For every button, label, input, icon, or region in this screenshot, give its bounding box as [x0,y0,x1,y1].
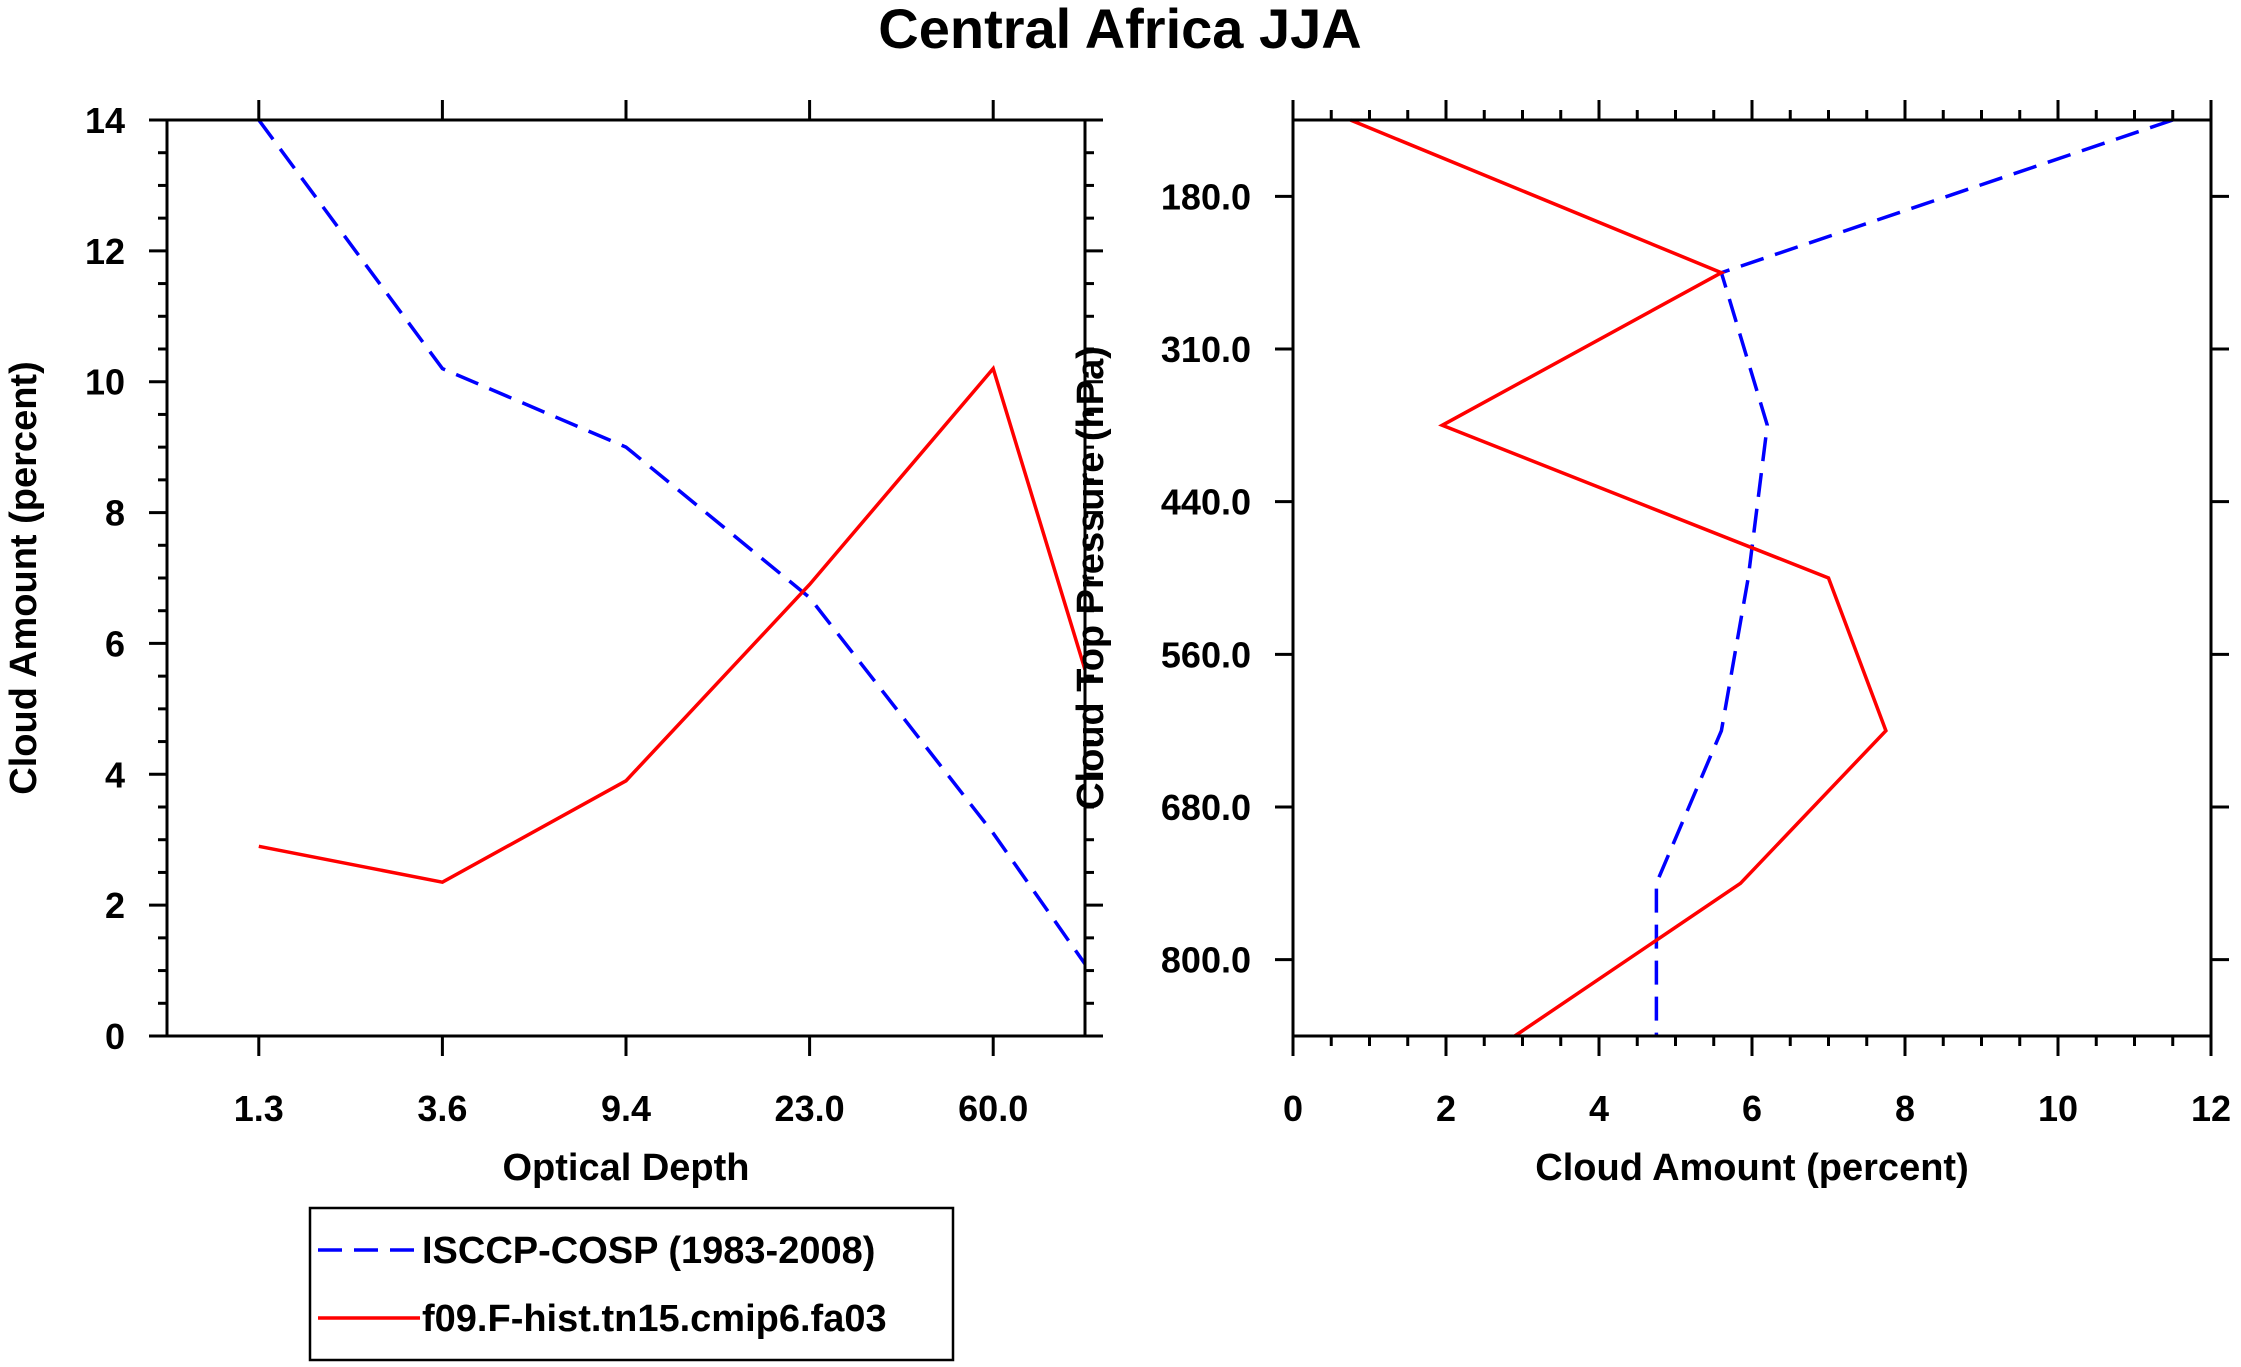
right-y-tick-label: 560.0 [1161,634,1251,675]
left-x-axis-label: Optical Depth [502,1147,749,1189]
right-y-tick-label: 440.0 [1161,482,1251,523]
right-y-tick-label: 310.0 [1161,329,1251,370]
right-panel: 0 2 4 6 8 10 12180.0310.0440.0560.0680.0800.0 … [1070,100,2231,1189]
left-x-tick-label: 23.0 [775,1088,845,1129]
right-series-line-1 [1349,118,1888,1038]
left-y-tick-label: 6 [105,623,125,664]
right-x-tick-label: 8 [1895,1088,1915,1129]
right-x-tick-label: 4 [1589,1088,1609,1129]
left-series-line-0 [257,118,1087,966]
right-series-line-0 [1654,118,2174,1036]
left-y-tick-label: 14 [85,100,125,141]
legend-label-model: f09.F-hist.tn15.cmip6.fa03 [422,1298,887,1340]
right-series [1349,118,2174,1038]
left-y-axis-label: Cloud Amount (percent) [3,361,45,794]
right-x-tick-label: 2 [1436,1088,1456,1129]
right-x-tick-label: 6 [1742,1088,1762,1129]
right-x-tick-label: 10 [2038,1088,2078,1129]
right-x-axis-label: Cloud Amount (percent) [1535,1147,1968,1189]
left-y-tick-label: 2 [105,885,125,926]
left-y-tick-label: 10 [85,362,125,403]
left-x-tick-label: 3.6 [417,1088,467,1129]
chart-title: Central Africa JJA [878,0,1361,60]
left-y-tick-label: 8 [105,493,125,534]
left-x-tick-label: 9.4 [601,1088,651,1129]
left-series [257,118,1087,966]
right-x-tick-label: 12 [2191,1088,2231,1129]
right-y-tick-label: 800.0 [1161,940,1251,981]
right-y-tick-label: 680.0 [1161,787,1251,828]
left-y-tick-label: 12 [85,231,125,272]
left-panel: 0 2 4 6 8 10 12 14 1.3 3.6 9.4 23.0 60.0 Optical Dep… [3,100,1103,1189]
right-y-axis-label: Cloud Top Pressure (hPa) [1070,346,1112,810]
left-tick-labels: 0 2 4 6 8 10 12 14 1.3 3.6 9.4 23.0 60.0 [85,100,1028,1129]
left-x-tick-label: 1.3 [234,1088,284,1129]
right-ticks [1275,100,2229,1056]
legend-box [308,1206,955,1362]
legend-label-isccp: ISCCP-COSP (1983-2008) [422,1230,875,1272]
right-y-tick-label: 180.0 [1161,176,1251,217]
left-x-tick-label: 60.0 [958,1088,1028,1129]
left-ticks [149,100,1103,1056]
legend: ISCCP-COSP (1983-2008) f09.F-hist.tn15.c… [308,1206,955,1362]
right-x-tick-label: 0 [1283,1088,1303,1129]
right-tick-labels: 0 2 4 6 8 10 12 180.0 310.0 440.0 560.0 680.0 800.0 [1161,176,2231,1129]
left-y-tick-label: 4 [105,754,125,795]
left-plot-frame [165,118,1087,1038]
right-plot-frame [1291,118,2213,1038]
left-series-line-1 [258,365,1087,885]
left-y-tick-label: 0 [105,1016,125,1057]
